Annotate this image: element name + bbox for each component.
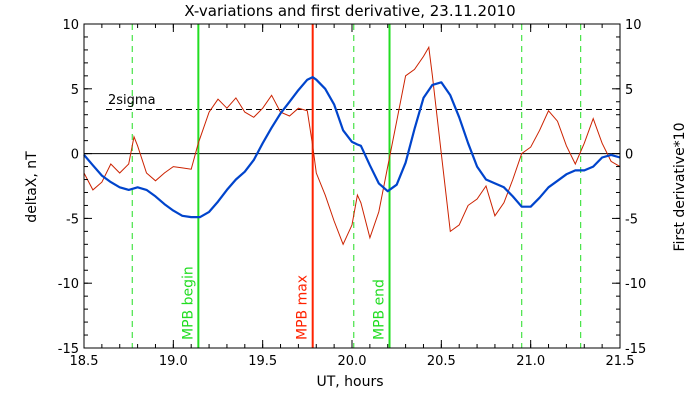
x-tick-label: 20.0 [338, 354, 367, 369]
x-axis-title: UT, hours [316, 374, 383, 390]
series-layer [83, 45, 621, 246]
y-tick-label-left: -10 [58, 277, 79, 292]
x-tick-label: 19.0 [159, 354, 188, 369]
x-tick-label: 19.5 [248, 354, 277, 369]
x-tick-label: 21.5 [606, 354, 635, 369]
y-tick-label-right: 0 [625, 148, 633, 163]
y-tick-label-right: -5 [625, 212, 638, 227]
plot-area [84, 109, 620, 155]
derivative-series-line [83, 45, 621, 246]
x-tick-label: 21.0 [516, 354, 545, 369]
y-tick-label-left: 5 [71, 83, 79, 98]
boundary-marker-label: MPB max [295, 275, 311, 340]
y-tick-label-right: 10 [625, 18, 642, 33]
boundary-marker-label: MPB begin [180, 266, 196, 340]
y-axis-title-right: First derivative*10 [672, 122, 688, 251]
y-tick-label-left: -5 [66, 212, 79, 227]
axis-layer: 18.5 19.0 19.5 20.0 20.5 21.0 21.5 10 10 5 5 0 0 -5 -5… [58, 18, 646, 369]
boundary-marker-label: MPB end [372, 279, 388, 340]
x-tick-label: 20.5 [427, 354, 456, 369]
y-tick-label-right: -10 [625, 277, 646, 292]
x-tick-label: 18.5 [70, 354, 99, 369]
y-tick-label-left: 0 [71, 148, 79, 163]
sigma-label: 2sigma [108, 93, 156, 108]
y-tick-label-right: -15 [625, 342, 646, 357]
y-axis-title-left: deltaX, nT [24, 151, 40, 223]
deltax-series-line [83, 75, 621, 219]
y-tick-label-left: 10 [62, 18, 79, 33]
chart-title: X-variations and first derivative, 23.11… [184, 2, 515, 20]
y-tick-label-right: 5 [625, 83, 633, 98]
y-tick-label-left: -15 [58, 342, 79, 357]
